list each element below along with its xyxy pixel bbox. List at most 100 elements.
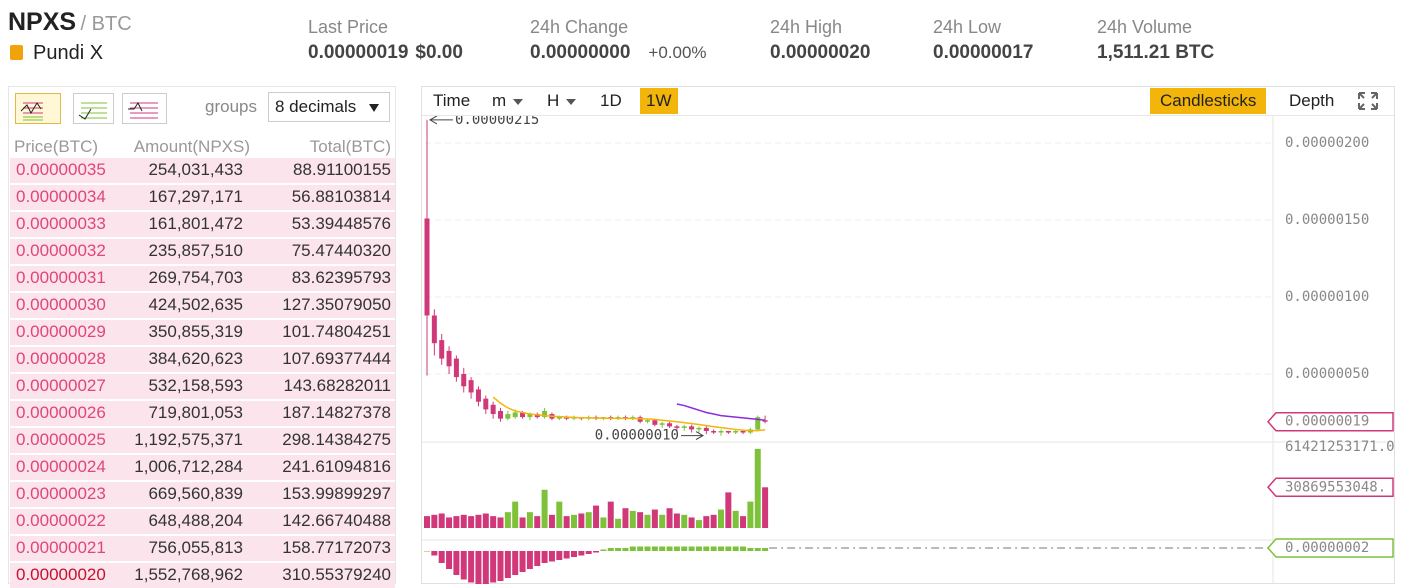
volume-bar — [695, 520, 702, 528]
volume-bar — [563, 516, 570, 528]
view-button[interactable]: Depth — [1289, 91, 1335, 110]
total: 187.14827378 — [282, 403, 391, 422]
depth-bar — [10, 455, 395, 480]
book-view-icons[interactable] — [15, 93, 170, 125]
candle-body — [498, 410, 503, 419]
volume-bar — [651, 509, 658, 528]
amount: 424,502,635 — [148, 295, 243, 314]
candle-body — [681, 426, 687, 428]
macd-bar — [490, 551, 497, 583]
candle-body — [674, 426, 680, 428]
volume-bar — [482, 513, 489, 528]
candle-body — [718, 430, 724, 433]
candle-body — [527, 414, 533, 418]
stat-value: 0.00000017 — [933, 42, 1034, 63]
volume-bar — [475, 514, 482, 528]
volume-bar — [703, 516, 710, 528]
macd-bar — [526, 551, 533, 569]
candle-body — [652, 420, 658, 425]
macd-bar — [548, 551, 555, 562]
volume-bar — [747, 501, 754, 528]
candle-body — [755, 417, 761, 430]
volume-bar — [659, 514, 666, 528]
volume-bar — [497, 517, 504, 528]
macd-bar — [453, 551, 460, 575]
stat-value-row: 0.00000019 $0.00 — [308, 42, 463, 64]
decimals-select[interactable]: 8 decimals — [268, 92, 390, 122]
volume-bar — [424, 516, 430, 528]
amount: 254,031,433 — [148, 160, 243, 179]
pair-title: NPXS / BTC — [8, 8, 132, 37]
macd-bar — [754, 548, 761, 551]
price: 0.00000022 — [16, 511, 106, 530]
moving-average — [676, 403, 766, 421]
volume-bar — [556, 501, 563, 528]
candle-body — [667, 423, 673, 427]
macd-bar — [497, 551, 504, 581]
y-tick-label: 0.00000050 — [1285, 366, 1369, 382]
candle-body — [520, 412, 526, 418]
price: 0.00000027 — [16, 376, 106, 395]
view-button[interactable]: Candlesticks — [1150, 88, 1267, 114]
candle-body — [696, 427, 702, 430]
interval-button[interactable]: H — [541, 88, 582, 114]
price: 0.00000033 — [16, 214, 106, 233]
price: 0.00000025 — [16, 430, 106, 449]
macd-bar — [747, 548, 754, 551]
macd-bar — [446, 551, 453, 569]
volume-marker: 30869553048. — [1285, 479, 1386, 495]
macd-bar — [688, 546, 695, 551]
macd-bar — [585, 551, 592, 554]
volume-bar — [637, 512, 644, 528]
interval-button[interactable]: 1W — [640, 88, 678, 114]
low-arrow — [681, 431, 705, 441]
stat-value: 1,511.21 BTC — [1097, 42, 1215, 63]
macd-bar — [732, 546, 739, 551]
total: 75.47440320 — [291, 241, 391, 260]
volume-bar — [644, 514, 651, 528]
column-header: Amount(NPXS) — [133, 137, 250, 156]
stat-extra: $0.00 — [415, 42, 463, 63]
last-price-marker: 0.00000019 — [1285, 414, 1369, 430]
price: 0.00000032 — [16, 241, 106, 260]
interval-button[interactable]: Time — [433, 91, 471, 110]
total: 158.77172073 — [282, 538, 391, 557]
candle-body — [475, 389, 481, 402]
candle-body — [689, 426, 695, 430]
volume-bar — [629, 510, 636, 528]
macd-bar — [541, 551, 548, 563]
total: 101.74804251 — [282, 322, 391, 341]
depth-bar — [10, 293, 395, 318]
depth-bar — [10, 374, 395, 399]
price: 0.00000021 — [16, 538, 106, 557]
candle-body — [505, 414, 511, 419]
volume-bar — [453, 516, 460, 528]
fullscreen-button[interactable] — [1357, 91, 1379, 111]
y-tick-label: 0.00000100 — [1285, 289, 1369, 305]
volume-bar — [578, 513, 585, 528]
decimals-value: 8 decimals — [275, 97, 357, 116]
amount: 1,006,712,284 — [134, 457, 243, 476]
volume-bar — [688, 517, 695, 528]
amount: 648,488,204 — [148, 511, 243, 530]
macd-bar — [607, 548, 614, 551]
macd-bar — [673, 546, 680, 551]
amount: 756,055,813 — [148, 538, 243, 557]
macd-bar — [424, 551, 430, 552]
macd-bar — [512, 551, 519, 575]
volume-bar — [504, 512, 511, 528]
volume-bar — [740, 516, 747, 528]
candle-body — [637, 417, 643, 422]
depth-bar — [10, 482, 395, 507]
depth-bar — [10, 347, 395, 372]
candle-body — [468, 380, 474, 393]
total: 56.88103814 — [291, 187, 391, 206]
interval-button[interactable]: 1D — [600, 91, 622, 110]
volume-marker-box — [1266, 477, 1394, 498]
macd-bar — [556, 551, 563, 560]
candle-body — [703, 427, 709, 431]
total: 153.99899297 — [282, 484, 391, 503]
depth-bar — [10, 401, 395, 426]
column-header: Total(BTC) — [309, 137, 391, 156]
interval-button[interactable]: m — [486, 88, 529, 114]
